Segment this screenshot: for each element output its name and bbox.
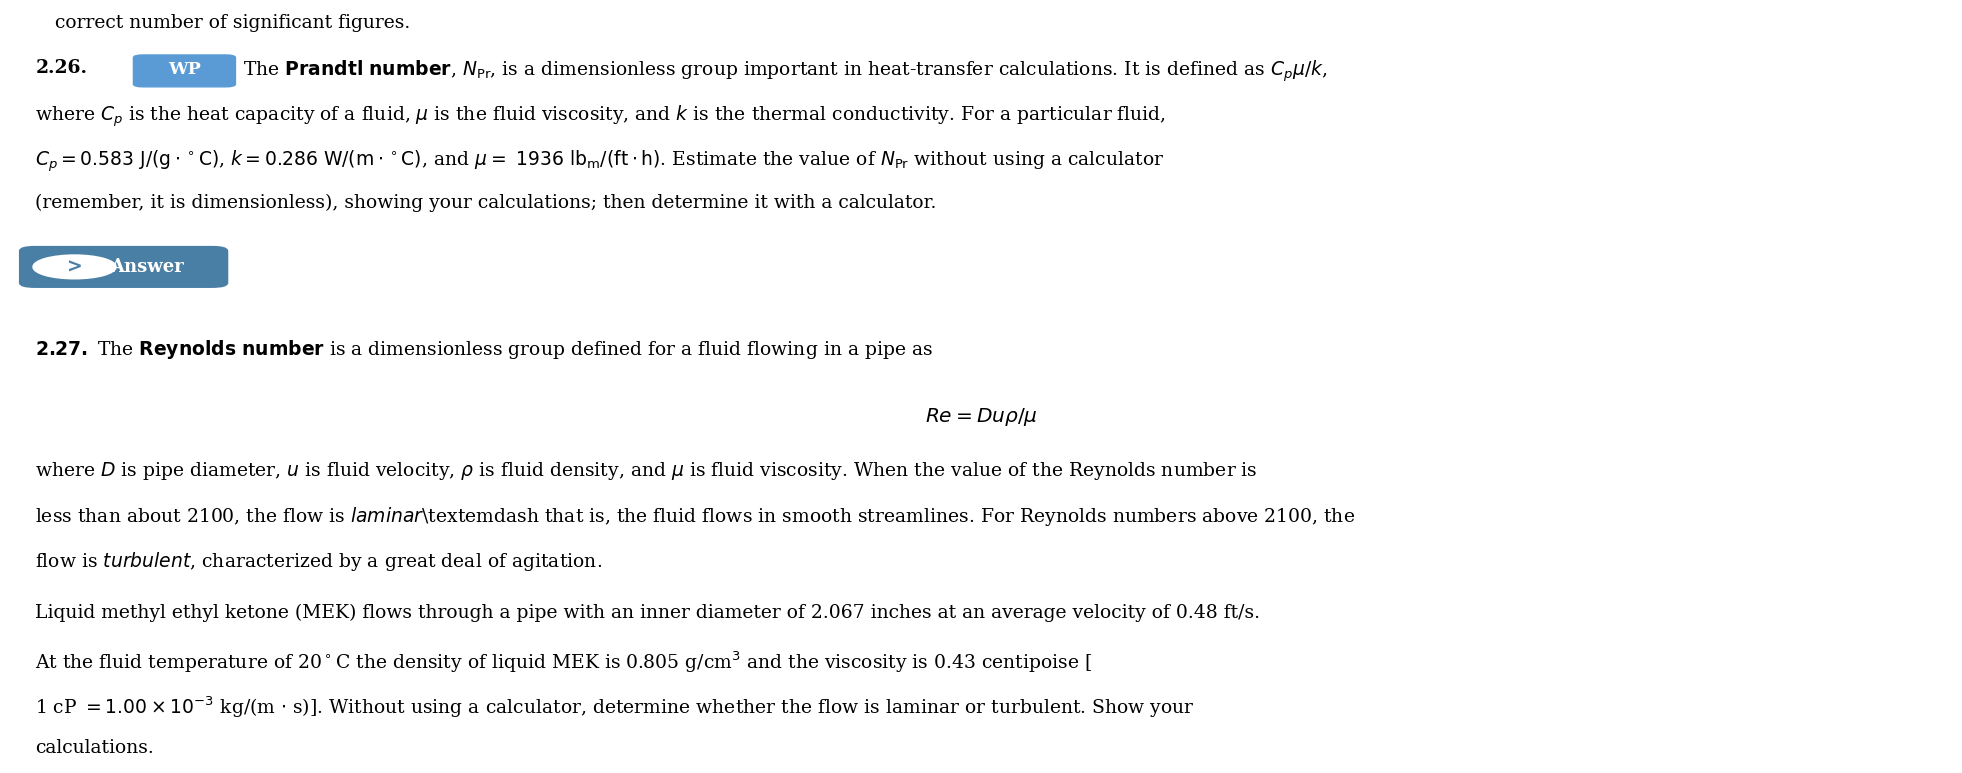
Text: Liquid methyl ethyl ketone (MEK) flows through a pipe with an inner diameter of : Liquid methyl ethyl ketone (MEK) flows t… (35, 604, 1260, 622)
Text: (remember, it is dimensionless), showing your calculations; then determine it wi: (remember, it is dimensionless), showing… (35, 194, 936, 213)
Text: At the fluid temperature of 20$^\circ$C the density of liquid MEK is 0.805 g/cm$: At the fluid temperature of 20$^\circ$C … (35, 649, 1093, 675)
Text: $C_p = 0.583\ \mathrm{J/(g \cdot {^\circ C})}$, $k = 0.286\ \mathrm{W/(m \cdot {: $C_p = 0.583\ \mathrm{J/(g \cdot {^\circ… (35, 149, 1165, 175)
Text: calculations.: calculations. (35, 739, 155, 758)
FancyBboxPatch shape (20, 247, 228, 288)
Text: $Re = Du\rho/\mu$: $Re = Du\rho/\mu$ (924, 406, 1038, 427)
Text: flow is $\mathit{turbulent}$, characterized by a great deal of agitation.: flow is $\mathit{turbulent}$, characteri… (35, 550, 602, 573)
Text: >: > (67, 257, 82, 277)
Text: where $C_p$ is the heat capacity of a fluid, $\mu$ is the fluid viscosity, and $: where $C_p$ is the heat capacity of a fl… (35, 104, 1165, 129)
Text: where $D$ is pipe diameter, $u$ is fluid velocity, $\rho$ is fluid density, and : where $D$ is pipe diameter, $u$ is fluid… (35, 460, 1258, 482)
Text: 2.26.: 2.26. (35, 59, 88, 77)
Text: less than about 2100, the flow is $\mathit{laminar}$\textemdash that is, the flu: less than about 2100, the flow is $\math… (35, 505, 1356, 528)
Circle shape (33, 255, 116, 278)
Text: $\mathbf{2.27.}$ The $\mathbf{Reynolds\ number}$ is a dimensionless group define: $\mathbf{2.27.}$ The $\mathbf{Reynolds\ … (35, 338, 934, 361)
Text: Answer: Answer (110, 258, 184, 276)
Text: WP: WP (169, 61, 200, 78)
FancyBboxPatch shape (133, 55, 235, 87)
Text: 1 cP $= 1.00 \times 10^{-3}$ kg/(m $\cdot$ s)]. Without using a calculator, dete: 1 cP $= 1.00 \times 10^{-3}$ kg/(m $\cdo… (35, 694, 1195, 720)
Text: The $\mathbf{Prandtl\ number}$, $N_{\mathrm{Pr}}$, is a dimensionless group impo: The $\mathbf{Prandtl\ number}$, $N_{\mat… (243, 59, 1328, 84)
Text: correct number of significant figures.: correct number of significant figures. (55, 14, 410, 32)
